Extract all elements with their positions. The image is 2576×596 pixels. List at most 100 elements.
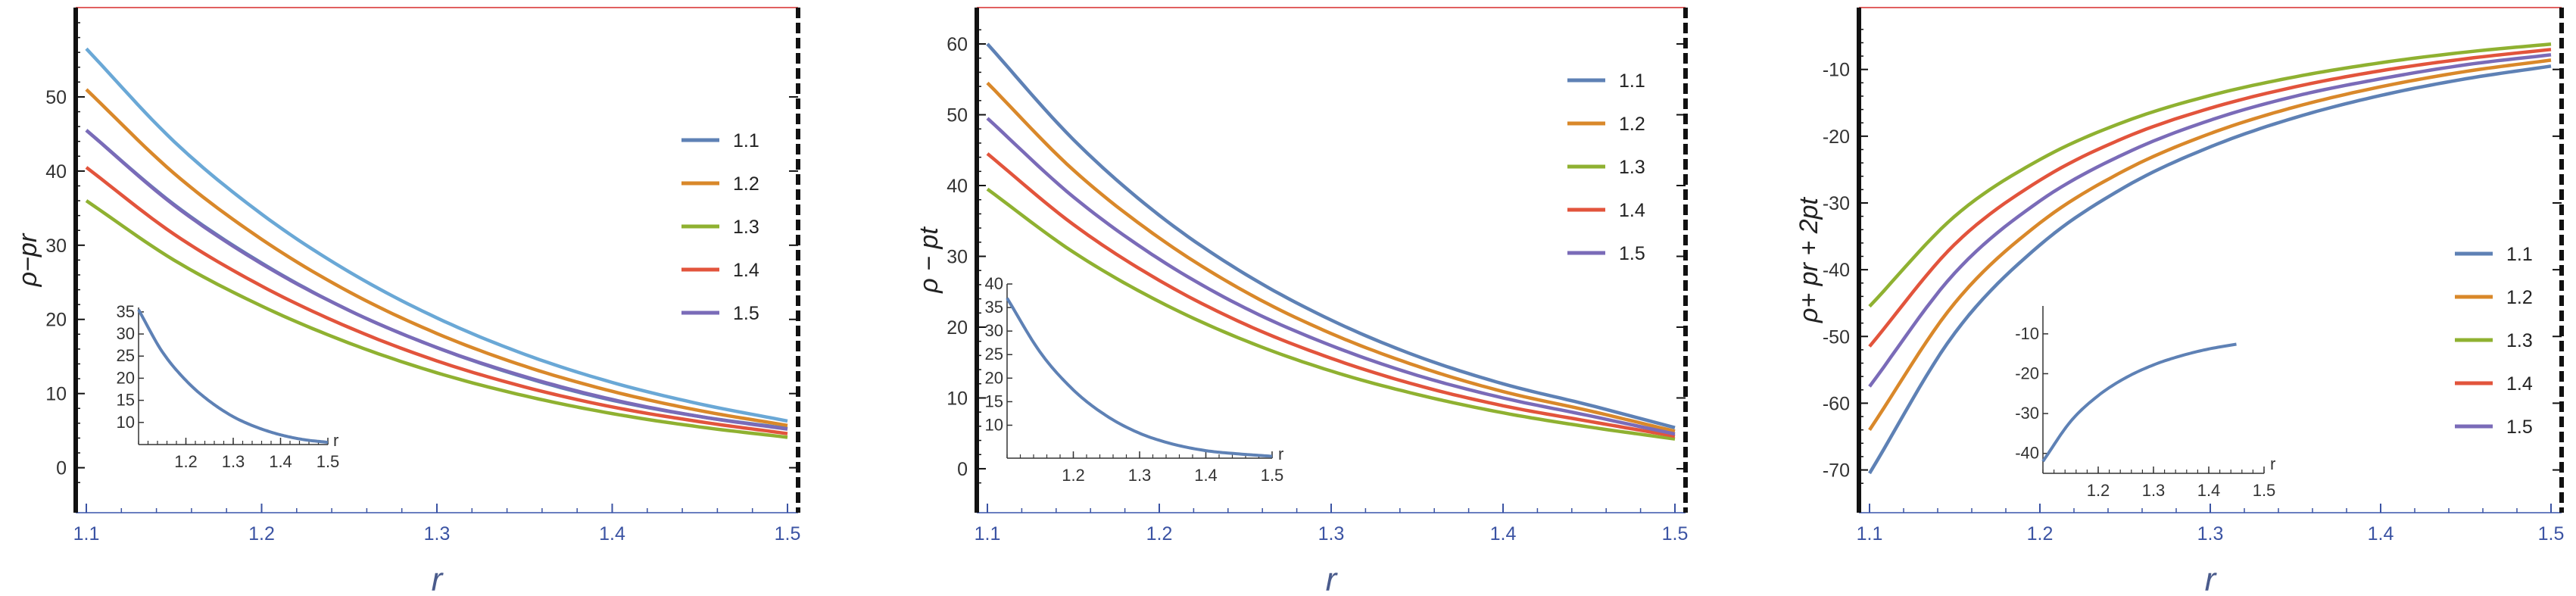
x-tick-label: 1.1: [73, 523, 100, 545]
x-axis-label: r: [1326, 561, 1339, 596]
inset-x-tick-label: 1.3: [2142, 481, 2166, 500]
legend-label: 1.5: [733, 303, 759, 324]
series-line-1.2: [1868, 58, 2552, 431]
series-line-1.5: [986, 117, 1676, 436]
inset-y-tick-label: 35: [117, 302, 135, 321]
y-tick-label: 60: [947, 34, 968, 55]
series-line-1.3: [85, 199, 788, 439]
series-line-1.2: [986, 81, 1676, 433]
x-tick-label: 1.4: [2368, 523, 2394, 545]
chart-panel-3: -70 -60 -50 -40 -30 -20 -10 1.1 1.2 1.3 1.4 1.5 r ρ+ …: [1795, 7, 2565, 596]
x-tick-label: 1.3: [2197, 523, 2224, 545]
x-axis-label: r: [2205, 561, 2218, 596]
series-line-1.1: [986, 42, 1676, 429]
inset-y-tick-label: 35: [985, 298, 1003, 317]
x-tick-label: 1.4: [599, 523, 625, 545]
inset-x-tick-label: 1.4: [269, 452, 292, 471]
inset-y-tick-label: -10: [2015, 324, 2039, 343]
y-tick-label: 20: [45, 310, 67, 331]
series-line-1.2: [85, 88, 788, 428]
inset-y-tick-label: -40: [2015, 444, 2039, 463]
chart-panel-2: 0 10 20 30 40 50 60 1.1 1.2 1.3 1.4 1.5 r ρ − pt 1.1 1.…: [915, 7, 1688, 596]
y-tick-label: -50: [1823, 326, 1850, 348]
series-line-1.5: [85, 129, 788, 431]
x-tick-label: 1.2: [1146, 523, 1173, 545]
legend-label: 1.1: [1619, 70, 1645, 92]
inset-panel: -40 -30 -20 -10 1.2 1.3 1.4 1.5 r: [2015, 306, 2275, 500]
y-tick-label: -60: [1823, 393, 1850, 414]
series-line-extra-5: [85, 47, 788, 423]
series-line-1.4: [986, 152, 1676, 438]
y-tick-label: -30: [1823, 193, 1850, 214]
inset-panel: 10 15 20 25 30 35 40 1.2 1.3 1.4 1.5 r: [985, 274, 1284, 485]
inset-y-tick-label: 15: [985, 392, 1003, 410]
x-axis-label: r: [432, 561, 444, 596]
y-axis-label: ρ−pr: [14, 232, 42, 287]
x-tick-label: 1.2: [248, 523, 275, 545]
inset-y-tick-label: 25: [117, 346, 135, 365]
inset-x-tick-label: 1.4: [1194, 466, 1218, 485]
y-tick-label: 0: [56, 458, 67, 479]
legend-label: 1.4: [2506, 373, 2533, 395]
inset-x-tick-label: 1.5: [1261, 466, 1284, 485]
legend-label: 1.1: [733, 130, 759, 151]
inset-x-axis-label: r: [1278, 445, 1283, 463]
inset-y-tick-label: 40: [985, 274, 1003, 293]
y-tick-label: 40: [947, 176, 968, 197]
y-tick-label: -70: [1823, 460, 1850, 482]
series-line-1.1: [1868, 64, 2552, 475]
x-tick-label: 1.2: [2027, 523, 2054, 545]
y-tick-label: -20: [1823, 126, 1850, 148]
series-line-1.5: [1868, 53, 2552, 388]
inset-x-tick-label: 1.2: [2087, 481, 2110, 500]
chart-panel-1: 0 10 20 30 40 50 1.1 1.2 1.3 1.4 1.5 r ρ−pr 1.1 1.2 1.3…: [14, 7, 801, 596]
inset-series-line: [2041, 342, 2237, 463]
x-tick-label: 1.3: [424, 523, 451, 545]
legend-label: 1.2: [2506, 287, 2533, 308]
y-tick-label: -10: [1823, 60, 1850, 81]
legend-label: 1.3: [733, 217, 759, 238]
inset-x-tick-label: 1.2: [174, 452, 198, 471]
inset-x-tick-label: 1.2: [1062, 466, 1085, 485]
y-tick-label: 30: [947, 247, 968, 268]
legend-label: 1.5: [1619, 243, 1645, 264]
inset-y-tick-label: 30: [985, 321, 1003, 340]
y-tick-label: 20: [947, 317, 968, 339]
y-tick-label: 50: [45, 87, 67, 108]
inset-x-tick-label: 1.5: [2253, 481, 2276, 500]
y-axis-label: ρ+ pr + 2pt: [1795, 196, 1823, 323]
inset-y-tick-label: 10: [117, 413, 135, 432]
inset-panel: 10 15 20 25 30 35 1.2 1.3 1.4 1.5 r: [117, 302, 340, 471]
series-line-1.1: [85, 129, 788, 430]
x-tick-label: 1.3: [1318, 523, 1345, 545]
legend-label: 1.3: [1619, 157, 1645, 178]
y-tick-label: 0: [957, 459, 968, 480]
y-tick-label: 30: [45, 236, 67, 257]
inset-y-tick-label: 10: [985, 415, 1003, 434]
inset-x-tick-label: 1.3: [222, 452, 245, 471]
series-line-1.4: [1868, 48, 2552, 348]
y-tick-label: 10: [45, 384, 67, 405]
legend-label: 1.2: [733, 173, 759, 195]
inset-x-axis-label: r: [333, 431, 338, 450]
inset-series-line: [1006, 297, 1273, 458]
legend-label: 1.4: [733, 260, 759, 281]
series-line-1.3: [986, 187, 1676, 441]
inset-x-tick-label: 1.5: [317, 452, 340, 471]
y-tick-label: 40: [45, 161, 67, 183]
inset-series-line: [137, 308, 329, 445]
inset-y-tick-label: 15: [117, 391, 135, 410]
y-axis-label: ρ − pt: [915, 226, 943, 294]
y-tick-label: 50: [947, 105, 968, 126]
x-tick-label: 1.5: [775, 523, 801, 545]
series-line-1.4: [85, 166, 788, 435]
legend-label: 1.1: [2506, 244, 2533, 265]
inset-y-tick-label: 25: [985, 345, 1003, 364]
inset-x-tick-label: 1.4: [2197, 481, 2221, 500]
inset-x-axis-label: r: [2270, 454, 2275, 473]
x-tick-label: 1.1: [975, 523, 1001, 545]
legend-label: 1.3: [2506, 330, 2533, 351]
x-tick-label: 1.5: [2538, 523, 2565, 545]
